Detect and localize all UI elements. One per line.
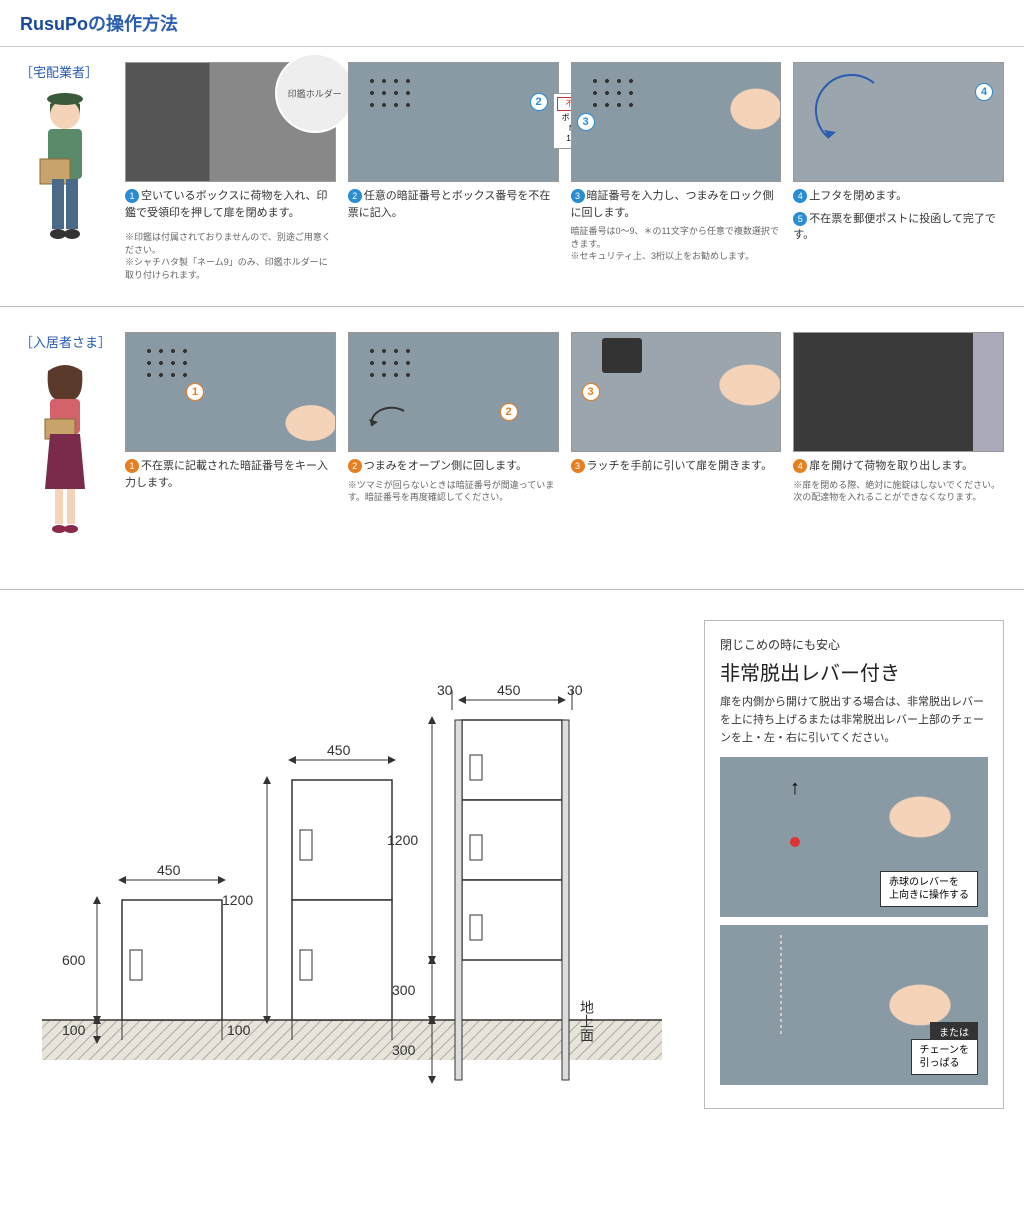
divider-2 xyxy=(0,589,1024,590)
r-step2-image: 2 xyxy=(348,332,559,452)
badge-r1: 1 xyxy=(186,383,204,401)
escape-image-1: ↑ 赤球のレバーを 上向きに操作する xyxy=(720,757,988,917)
resident-step-3: 3 3ラッチを手前に引いて扉を開きます。 xyxy=(571,332,782,504)
escape-label-2: チェーンを 引っぱる xyxy=(911,1039,979,1075)
title-prefix: RusuPo xyxy=(20,14,88,34)
badge-2: 2 xyxy=(530,93,548,111)
escape-desc: 扉を内側から開けて脱出する場合は、非常脱出レバーを上に持ち上げるまたは非常脱出レ… xyxy=(720,694,988,747)
svg-text:1200: 1200 xyxy=(222,892,253,908)
r-step4-image xyxy=(793,332,1004,452)
resident-step-1: 1 1不在票に記載された暗証番号をキー入力します。 xyxy=(125,332,336,504)
step1-image: 印鑑ホルダー xyxy=(125,62,336,182)
svg-text:600: 600 xyxy=(62,952,86,968)
r-step4-text: 4扉を開けて荷物を取り出します。 xyxy=(793,458,1004,475)
page-title: RusuPoの操作方法 xyxy=(0,0,1024,47)
courier-illustration xyxy=(20,89,110,269)
resident-step-2: 2 2つまみをオープン側に回します。 ※ツマミが回らないときは暗証番号が間違って… xyxy=(348,332,559,504)
step3-text: 3暗証番号を入力し、つまみをロック側に回します。 xyxy=(571,188,782,221)
r-step4-note: ※扉を閉める際、絶対に施錠はしないでください。次の配達物を入れることができなくな… xyxy=(793,479,1004,504)
r-step3-text: 3ラッチを手前に引いて扉を開きます。 xyxy=(571,458,782,475)
svg-text:450: 450 xyxy=(157,862,181,878)
step4-text: 4上フタを閉めます。 xyxy=(793,188,1004,205)
svg-text:30: 30 xyxy=(567,682,583,698)
r-step2-text: 2つまみをオープン側に回します。 xyxy=(348,458,559,475)
delivery-steps: 印鑑ホルダー 1空いているボックスに荷物を入れ、印鑑で受領印を押して扉を閉めます… xyxy=(125,62,1004,281)
step4-image: 4 xyxy=(793,62,1004,182)
escape-title: 非常脱出レバー付き xyxy=(720,657,988,686)
r-step3-image: 3 xyxy=(571,332,782,452)
escape-sub: 閉じこめの時にも安心 xyxy=(720,636,988,653)
badge-4: 4 xyxy=(975,83,993,101)
svg-text:300: 300 xyxy=(392,1042,416,1058)
svg-text:1200: 1200 xyxy=(387,832,418,848)
svg-text:300: 300 xyxy=(392,982,416,998)
delivery-step-1: 印鑑ホルダー 1空いているボックスに荷物を入れ、印鑑で受領印を押して扉を閉めます… xyxy=(125,62,336,281)
resident-section: ［入居者さま］ 1 1不在票に記載された暗証番号をキー入力します。 xyxy=(0,317,1024,579)
resident-illustration xyxy=(20,359,110,559)
resident-label: ［入居者さま］ xyxy=(20,332,110,351)
r-step1-image: 1 xyxy=(125,332,336,452)
svg-text:30: 30 xyxy=(437,682,453,698)
step3-note: 暗証番号は0〜9、＊の11文字から任意で複数選択できます。 ※セキュリティ上、3… xyxy=(571,225,782,263)
delivery-persona: ［宅配業者］ xyxy=(20,62,110,274)
divider-1 xyxy=(0,306,1024,307)
escape-lever-box: 閉じこめの時にも安心 非常脱出レバー付き 扉を内側から開けて脱出する場合は、非常… xyxy=(704,620,1004,1109)
resident-persona: ［入居者さま］ xyxy=(20,332,110,564)
ground-label: 地上面 xyxy=(579,1000,595,1042)
resident-step-4: 4扉を開けて荷物を取り出します。 ※扉を閉める際、絶対に施錠はしないでください。… xyxy=(793,332,1004,504)
svg-text:450: 450 xyxy=(327,742,351,758)
delivery-step-3: 3 3暗証番号を入力し、つまみをロック側に回します。 暗証番号は0〜9、＊の11… xyxy=(571,62,782,281)
svg-text:100: 100 xyxy=(227,1022,251,1038)
title-suffix: の操作方法 xyxy=(88,14,178,34)
delivery-step-2: 2 不在票 ボックス No.2 12345 2任意の暗証番号とボックス番号を不在… xyxy=(348,62,559,281)
badge-r3: 3 xyxy=(582,383,600,401)
step1-text: 1空いているボックスに荷物を入れ、印鑑で受領印を押して扉を閉めます。 xyxy=(125,188,336,221)
escape-image-2: または チェーンを 引っぱる xyxy=(720,925,988,1085)
dimension-diagram: 450 600 100 450 1200 100 xyxy=(20,620,684,1100)
delivery-footnote: ※印鑑は付属されておりませんので、別途ご用意ください。 ※シャチハタ製「ネーム9… xyxy=(125,231,336,281)
delivery-section: ［宅配業者］ 印鑑ホルダー 1空いているボックスに荷物を入れ、印鑑で受領印を押し… xyxy=(0,47,1024,296)
delivery-label: ［宅配業者］ xyxy=(20,62,110,81)
badge-3: 3 xyxy=(577,113,595,131)
svg-text:100: 100 xyxy=(62,1022,86,1038)
escape-label-1: 赤球のレバーを 上向きに操作する xyxy=(880,871,978,907)
step2-text: 2任意の暗証番号とボックス番号を不在票に記入。 xyxy=(348,188,559,221)
bottom-row: 450 600 100 450 1200 100 xyxy=(0,600,1024,1129)
r-step2-note: ※ツマミが回らないときは暗証番号が間違っています。暗証番号を再度確認してください… xyxy=(348,479,559,504)
step2-image: 2 不在票 ボックス No.2 12345 xyxy=(348,62,559,182)
delivery-step-4: 4 4上フタを閉めます。 5不在票を郵便ポストに投函して完了です。 xyxy=(793,62,1004,281)
badge-r2: 2 xyxy=(500,403,518,421)
step3-image: 3 xyxy=(571,62,782,182)
resident-steps: 1 1不在票に記載された暗証番号をキー入力します。 2 2つまみをオープン側に回… xyxy=(125,332,1004,504)
r-step1-text: 1不在票に記載された暗証番号をキー入力します。 xyxy=(125,458,336,491)
step5-text: 5不在票を郵便ポストに投函して完了です。 xyxy=(793,211,1004,244)
svg-text:450: 450 xyxy=(497,682,521,698)
seal-holder-callout: 印鑑ホルダー xyxy=(275,53,355,133)
